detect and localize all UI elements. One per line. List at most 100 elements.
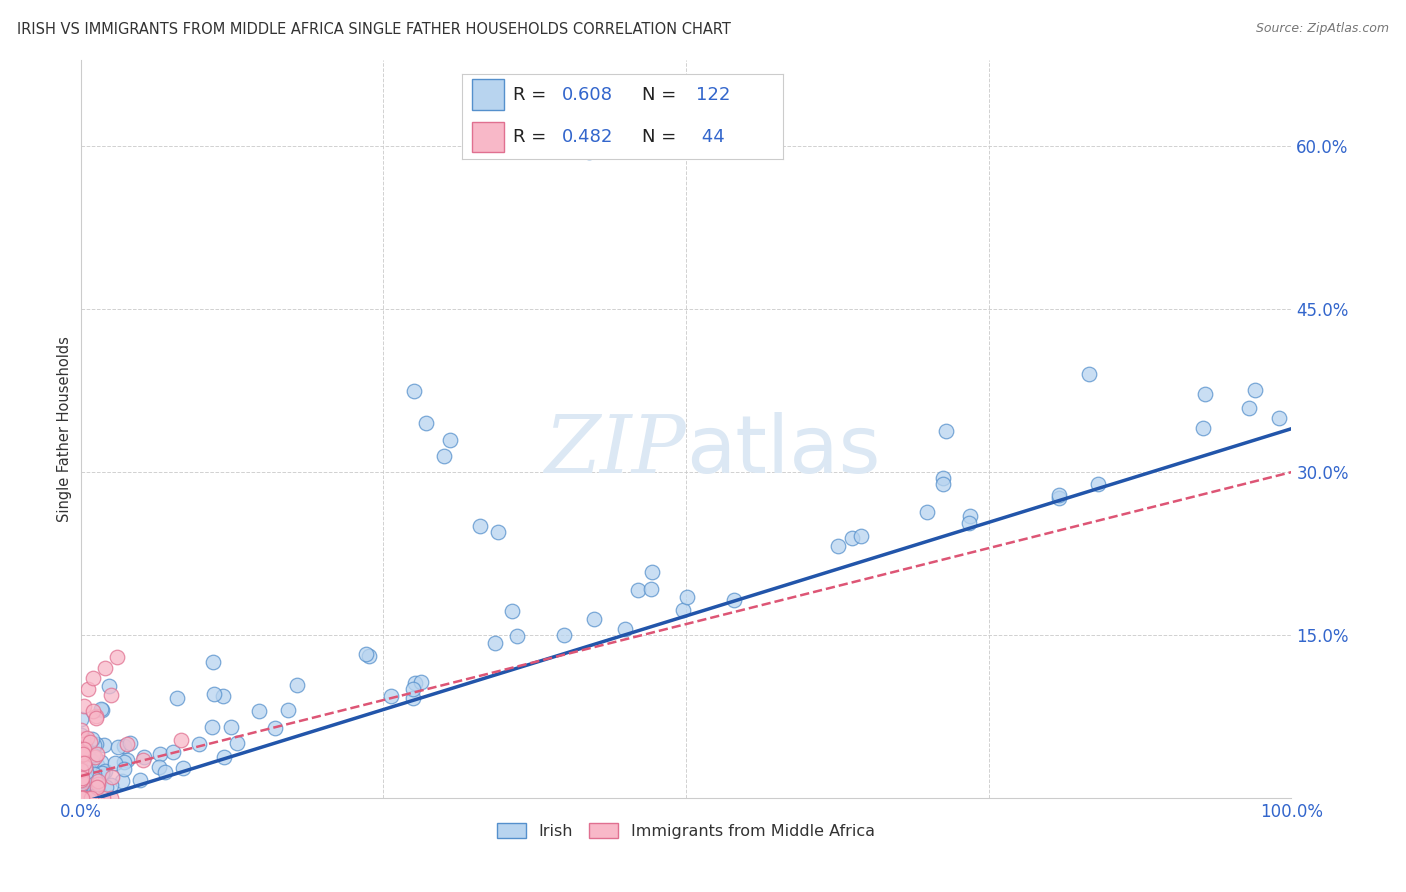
Point [849,529,872,543]
Text: atlas: atlas [686,412,880,490]
Point [83,738,105,752]
Point [162,745,184,759]
Point [640,582,662,596]
Point [70,733,93,747]
Point [75,764,97,779]
Point [578,145,600,159]
Point [100,770,122,784]
Point [671,603,693,617]
Point [219,720,242,734]
Point [72,790,94,805]
Point [86,777,108,791]
Point [83,789,105,804]
Point [380,690,402,704]
Point [676,590,699,604]
Point [73,756,96,770]
Point [69,750,91,764]
Point [70,771,93,785]
Point [75,760,97,774]
Point [959,509,981,524]
Point [957,516,980,531]
Point [827,539,849,553]
Point [73,698,96,713]
Point [93,738,115,752]
Point [1243,383,1265,397]
Point [553,628,575,642]
Point [112,755,135,769]
Point [72,790,94,805]
Point [166,691,188,706]
Point [86,780,108,794]
Point [202,655,225,669]
Point [100,790,122,805]
Point [69,790,91,805]
Legend: Irish, Immigrants from Middle Africa: Irish, Immigrants from Middle Africa [491,816,882,846]
Point [90,702,112,716]
Point [1047,487,1070,501]
Point [357,649,380,664]
Point [77,751,100,765]
Point [70,790,93,805]
Point [132,752,155,766]
Point [354,647,377,661]
Point [69,756,91,770]
Point [118,736,141,750]
Point [225,736,247,750]
Point [1047,491,1070,505]
Point [73,742,96,756]
Point [73,740,96,755]
Point [530,123,553,137]
Point [212,689,235,703]
Point [614,623,637,637]
Point [69,766,91,780]
Point [72,747,94,761]
Point [932,471,955,485]
Point [75,772,97,787]
Point [915,504,938,518]
Point [69,748,91,763]
Point [76,682,98,697]
Point [484,636,506,650]
Text: ZIP: ZIP [544,412,686,490]
Point [83,767,105,781]
Point [212,749,235,764]
Point [91,790,114,805]
Point [86,758,108,772]
Point [75,790,97,805]
Point [83,772,105,786]
Point [202,687,225,701]
Point [935,424,957,438]
Point [82,672,104,686]
Point [155,764,177,779]
Point [70,764,93,778]
Point [82,704,104,718]
Point [1237,401,1260,416]
Point [641,565,664,579]
Point [72,731,94,746]
Point [90,756,112,770]
Point [86,782,108,797]
Point [73,743,96,757]
Point [501,604,523,618]
Point [115,753,138,767]
Point [112,739,135,753]
Point [247,704,270,718]
Point [111,774,134,789]
Point [433,449,456,463]
Point [91,765,114,780]
Y-axis label: Single Father Households: Single Father Households [58,335,72,522]
Point [129,773,152,788]
Point [75,739,97,754]
Point [91,764,114,779]
Point [69,781,91,796]
Point [105,649,128,664]
Point [1078,367,1101,381]
Point [69,790,91,805]
Point [187,737,209,751]
Point [70,789,93,803]
Point [69,729,91,743]
Point [486,524,509,539]
Point [72,790,94,805]
Point [77,790,100,805]
Point [115,737,138,751]
